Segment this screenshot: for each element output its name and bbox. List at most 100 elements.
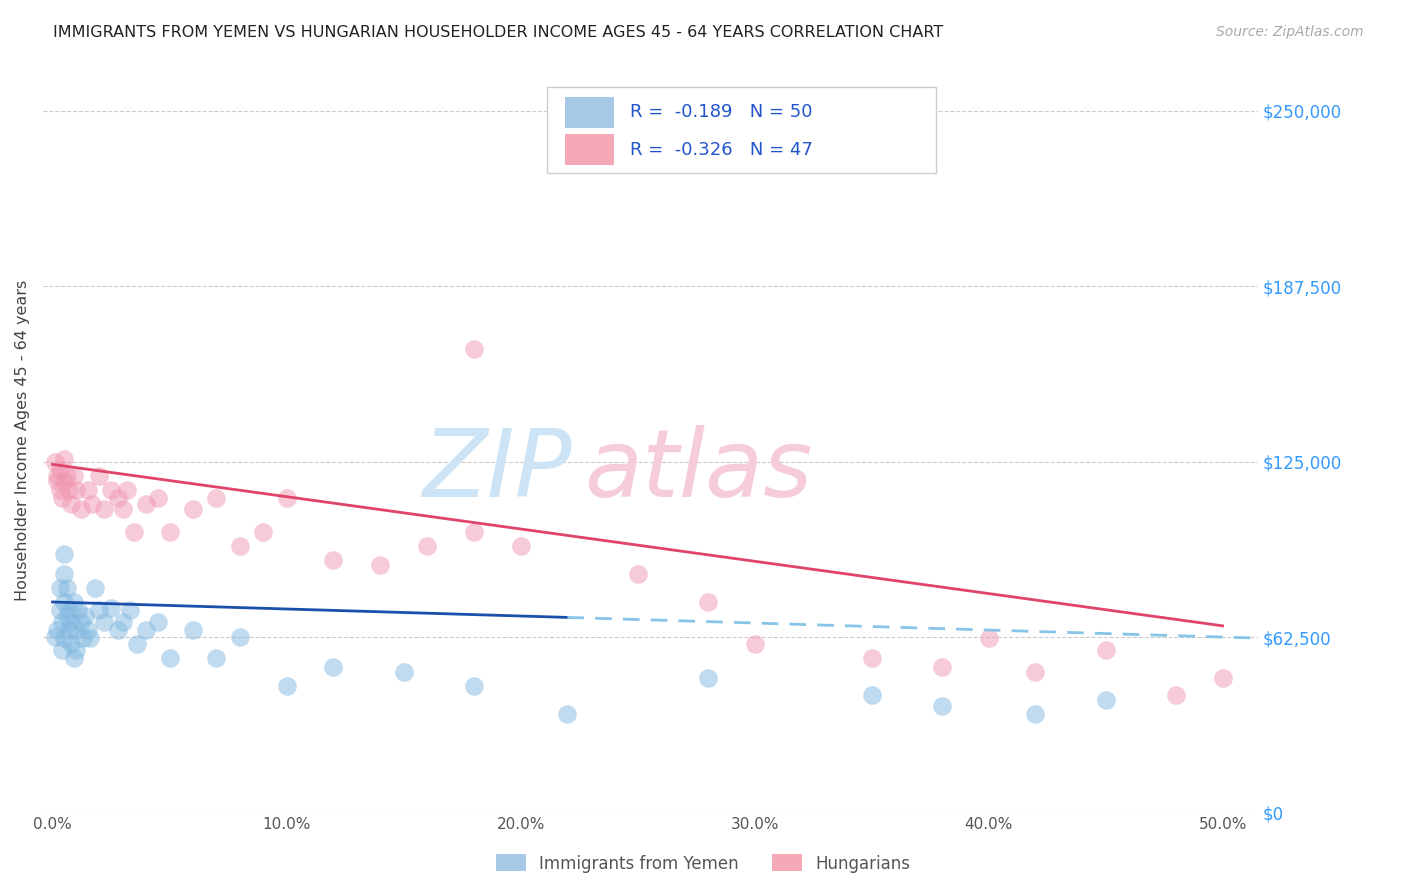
Point: [53, 595, 76, 609]
Point: [229, 630, 252, 644]
Point: [696, 671, 718, 685]
Point: [509, 539, 531, 553]
Point: [276, 679, 298, 693]
Point: [463, 524, 485, 539]
Point: [62, 651, 84, 665]
Point: [159, 651, 181, 665]
Point: [46, 623, 69, 637]
Point: [107, 491, 129, 505]
Point: [93, 502, 115, 516]
Point: [392, 665, 415, 680]
Point: [252, 524, 274, 539]
Text: ZIP: ZIP: [422, 425, 571, 516]
Point: [48, 603, 70, 617]
Point: [62, 468, 84, 483]
Point: [1164, 688, 1187, 702]
Point: [977, 632, 1000, 646]
Point: [60, 637, 83, 651]
Point: [125, 637, 148, 651]
Point: [53, 547, 76, 561]
Point: [1094, 642, 1116, 657]
Point: [76, 623, 98, 637]
Point: [58, 623, 80, 637]
Point: [51, 491, 73, 505]
Point: [89, 468, 111, 483]
Point: [46, 468, 69, 483]
Point: [146, 491, 169, 505]
Point: [89, 603, 111, 617]
Point: [159, 524, 181, 539]
Point: [322, 553, 344, 567]
Point: [124, 524, 146, 539]
Point: [205, 491, 228, 505]
Legend: Immigrants from Yemen, Hungarians: Immigrants from Yemen, Hungarians: [489, 847, 917, 880]
FancyBboxPatch shape: [565, 97, 614, 128]
Point: [111, 615, 134, 629]
Point: [181, 502, 204, 516]
Point: [48, 483, 70, 497]
Point: [51, 642, 73, 657]
Point: [55, 609, 77, 624]
FancyBboxPatch shape: [565, 134, 614, 165]
Point: [60, 497, 83, 511]
Y-axis label: Householder Income Ages 45 - 64 years: Householder Income Ages 45 - 64 years: [15, 280, 30, 601]
Point: [1212, 671, 1234, 685]
Point: [55, 468, 77, 483]
Point: [72, 632, 94, 646]
Point: [117, 483, 139, 497]
Point: [65, 483, 87, 497]
Point: [118, 603, 141, 617]
Point: [79, 632, 101, 646]
Point: [82, 497, 104, 511]
Point: [860, 651, 883, 665]
Point: [48, 581, 70, 595]
Point: [416, 539, 439, 553]
Point: [51, 615, 73, 629]
Point: [69, 502, 91, 516]
Point: [744, 637, 766, 651]
Point: [100, 600, 122, 615]
Point: [76, 483, 98, 497]
Point: [1024, 665, 1046, 680]
Point: [48, 463, 70, 477]
Point: [44, 630, 66, 644]
Point: [322, 659, 344, 673]
Point: [931, 698, 953, 713]
Point: [53, 566, 76, 581]
Point: [107, 623, 129, 637]
Point: [53, 475, 76, 489]
Point: [58, 603, 80, 617]
Point: [626, 566, 648, 581]
Point: [181, 623, 204, 637]
Point: [65, 623, 87, 637]
Point: [111, 502, 134, 516]
Point: [146, 615, 169, 629]
Point: [205, 651, 228, 665]
Point: [75, 609, 97, 624]
FancyBboxPatch shape: [547, 87, 936, 173]
Point: [135, 497, 157, 511]
Point: [44, 454, 66, 468]
Point: [276, 491, 298, 505]
Point: [60, 615, 83, 629]
Text: Source: ZipAtlas.com: Source: ZipAtlas.com: [1216, 25, 1364, 39]
Point: [83, 581, 105, 595]
Point: [368, 558, 391, 573]
Point: [69, 615, 91, 629]
Text: R =  -0.189   N = 50: R = -0.189 N = 50: [630, 103, 813, 121]
Point: [931, 659, 953, 673]
Text: IMMIGRANTS FROM YEMEN VS HUNGARIAN HOUSEHOLDER INCOME AGES 45 - 64 YEARS CORRELA: IMMIGRANTS FROM YEMEN VS HUNGARIAN HOUSE…: [53, 25, 943, 40]
Point: [557, 707, 579, 722]
Point: [46, 475, 69, 489]
Point: [860, 688, 883, 702]
Point: [696, 595, 718, 609]
Point: [1094, 693, 1116, 707]
Point: [135, 623, 157, 637]
Point: [463, 343, 485, 357]
Point: [62, 595, 84, 609]
Point: [53, 451, 76, 466]
Point: [463, 679, 485, 693]
Point: [65, 642, 87, 657]
Point: [53, 632, 76, 646]
Point: [55, 581, 77, 595]
